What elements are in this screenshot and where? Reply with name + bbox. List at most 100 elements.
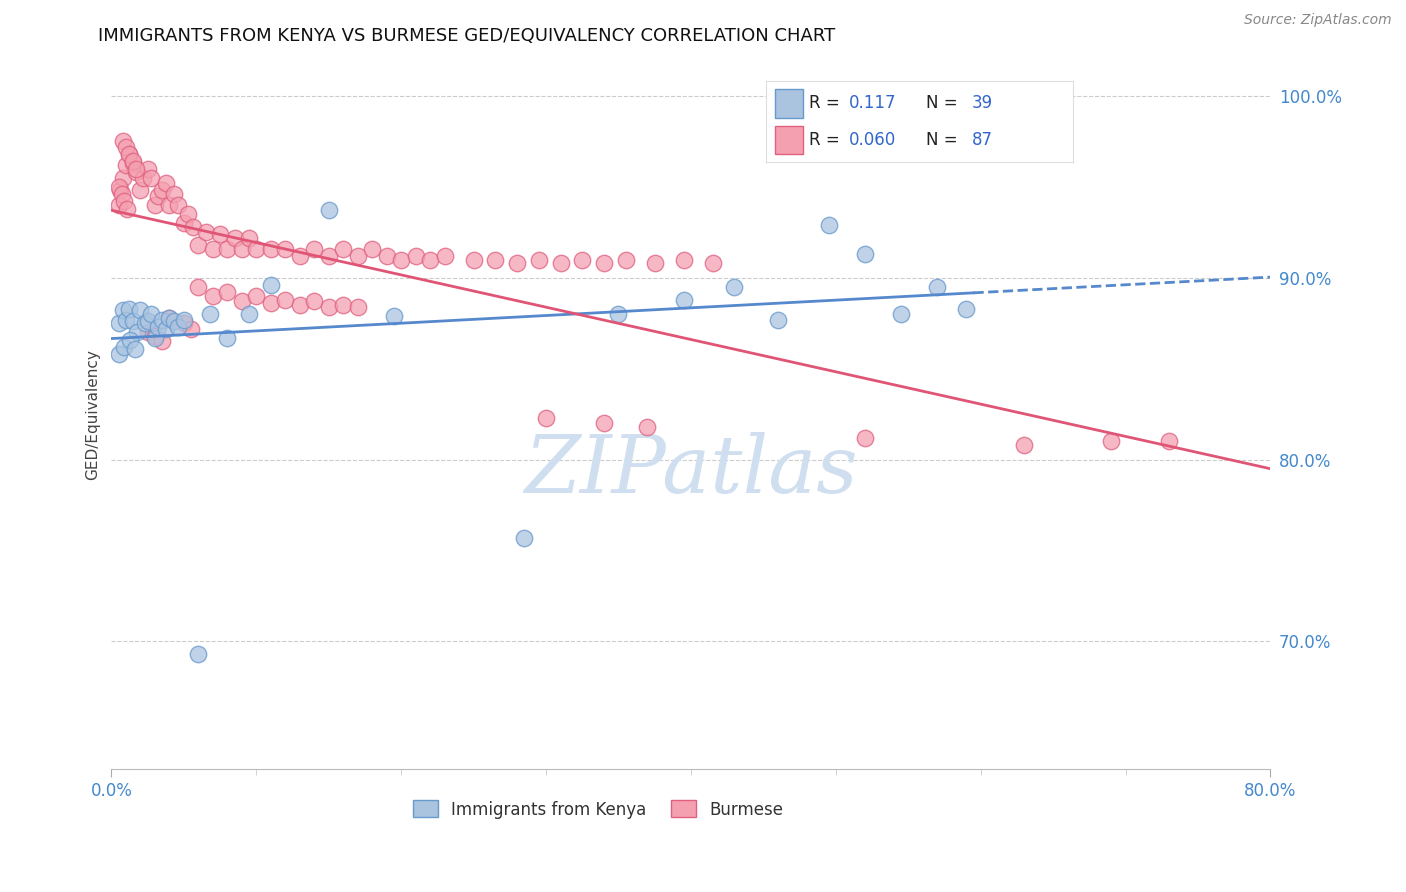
- Point: [139, 307, 162, 321]
- Point: [217, 242, 239, 256]
- Point: [766, 312, 789, 326]
- Text: Source: ZipAtlas.com: Source: ZipAtlas.com: [1244, 13, 1392, 28]
- Point: [180, 321, 202, 335]
- Point: [187, 647, 209, 661]
- Point: [181, 219, 204, 234]
- Point: [132, 170, 155, 185]
- Point: [274, 242, 297, 256]
- Point: [111, 135, 134, 149]
- Point: [117, 202, 139, 216]
- Point: [125, 161, 148, 176]
- Point: [107, 198, 129, 212]
- Point: [198, 307, 221, 321]
- Point: [118, 147, 141, 161]
- Point: [463, 252, 485, 267]
- Point: [375, 249, 398, 263]
- Point: [238, 307, 260, 321]
- Point: [245, 289, 267, 303]
- Point: [173, 312, 195, 326]
- Point: [146, 319, 169, 334]
- Point: [332, 242, 354, 256]
- Point: [702, 256, 724, 270]
- Point: [114, 340, 136, 354]
- Point: [405, 249, 427, 263]
- Point: [484, 252, 506, 267]
- Point: [120, 333, 142, 347]
- Point: [288, 298, 311, 312]
- Point: [389, 252, 412, 267]
- Point: [146, 189, 169, 203]
- Point: [122, 156, 145, 170]
- Point: [201, 289, 224, 303]
- Point: [346, 300, 368, 314]
- Point: [346, 249, 368, 263]
- Point: [550, 256, 572, 270]
- Point: [115, 312, 138, 326]
- Point: [332, 298, 354, 312]
- Point: [955, 301, 977, 316]
- Point: [217, 285, 239, 300]
- Point: [114, 194, 136, 209]
- Point: [167, 198, 190, 212]
- Point: [150, 184, 173, 198]
- Point: [890, 307, 912, 321]
- Point: [163, 314, 186, 328]
- Point: [157, 310, 180, 325]
- Point: [1157, 434, 1180, 449]
- Point: [143, 329, 166, 343]
- Point: [637, 419, 659, 434]
- Point: [111, 170, 134, 185]
- Point: [194, 225, 217, 239]
- Point: [274, 293, 297, 307]
- Point: [115, 140, 138, 154]
- Point: [157, 198, 180, 212]
- Point: [853, 247, 876, 261]
- Point: [150, 334, 173, 349]
- Point: [136, 314, 159, 328]
- Point: [433, 249, 456, 263]
- Point: [723, 280, 745, 294]
- Point: [318, 300, 340, 314]
- Point: [124, 342, 146, 356]
- Point: [187, 280, 209, 294]
- Point: [853, 431, 876, 445]
- Point: [304, 242, 326, 256]
- Point: [231, 294, 253, 309]
- Point: [127, 325, 149, 339]
- Point: [593, 256, 616, 270]
- Point: [143, 198, 166, 212]
- Point: [118, 147, 141, 161]
- Point: [506, 256, 529, 270]
- Point: [173, 216, 195, 230]
- Point: [187, 238, 209, 252]
- Point: [129, 303, 152, 318]
- Text: IMMIGRANTS FROM KENYA VS BURMESE GED/EQUIVALENCY CORRELATION CHART: IMMIGRANTS FROM KENYA VS BURMESE GED/EQU…: [98, 27, 835, 45]
- Point: [143, 331, 166, 345]
- Point: [107, 347, 129, 361]
- Point: [614, 252, 637, 267]
- Point: [110, 187, 132, 202]
- Point: [173, 316, 195, 330]
- Point: [163, 187, 186, 202]
- Point: [288, 249, 311, 263]
- Point: [527, 252, 550, 267]
- Y-axis label: GED/Equivalency: GED/Equivalency: [86, 349, 100, 480]
- Point: [177, 207, 200, 221]
- Point: [318, 203, 340, 218]
- Point: [136, 161, 159, 176]
- Point: [108, 184, 131, 198]
- Point: [134, 316, 156, 330]
- Point: [157, 310, 180, 325]
- Point: [644, 256, 666, 270]
- Point: [118, 301, 141, 316]
- Point: [513, 531, 536, 545]
- Point: [534, 410, 557, 425]
- Point: [115, 158, 138, 172]
- Point: [593, 416, 616, 430]
- Point: [318, 249, 340, 263]
- Point: [139, 170, 162, 185]
- Point: [1012, 438, 1035, 452]
- Point: [122, 154, 145, 169]
- Point: [672, 252, 695, 267]
- Point: [231, 242, 253, 256]
